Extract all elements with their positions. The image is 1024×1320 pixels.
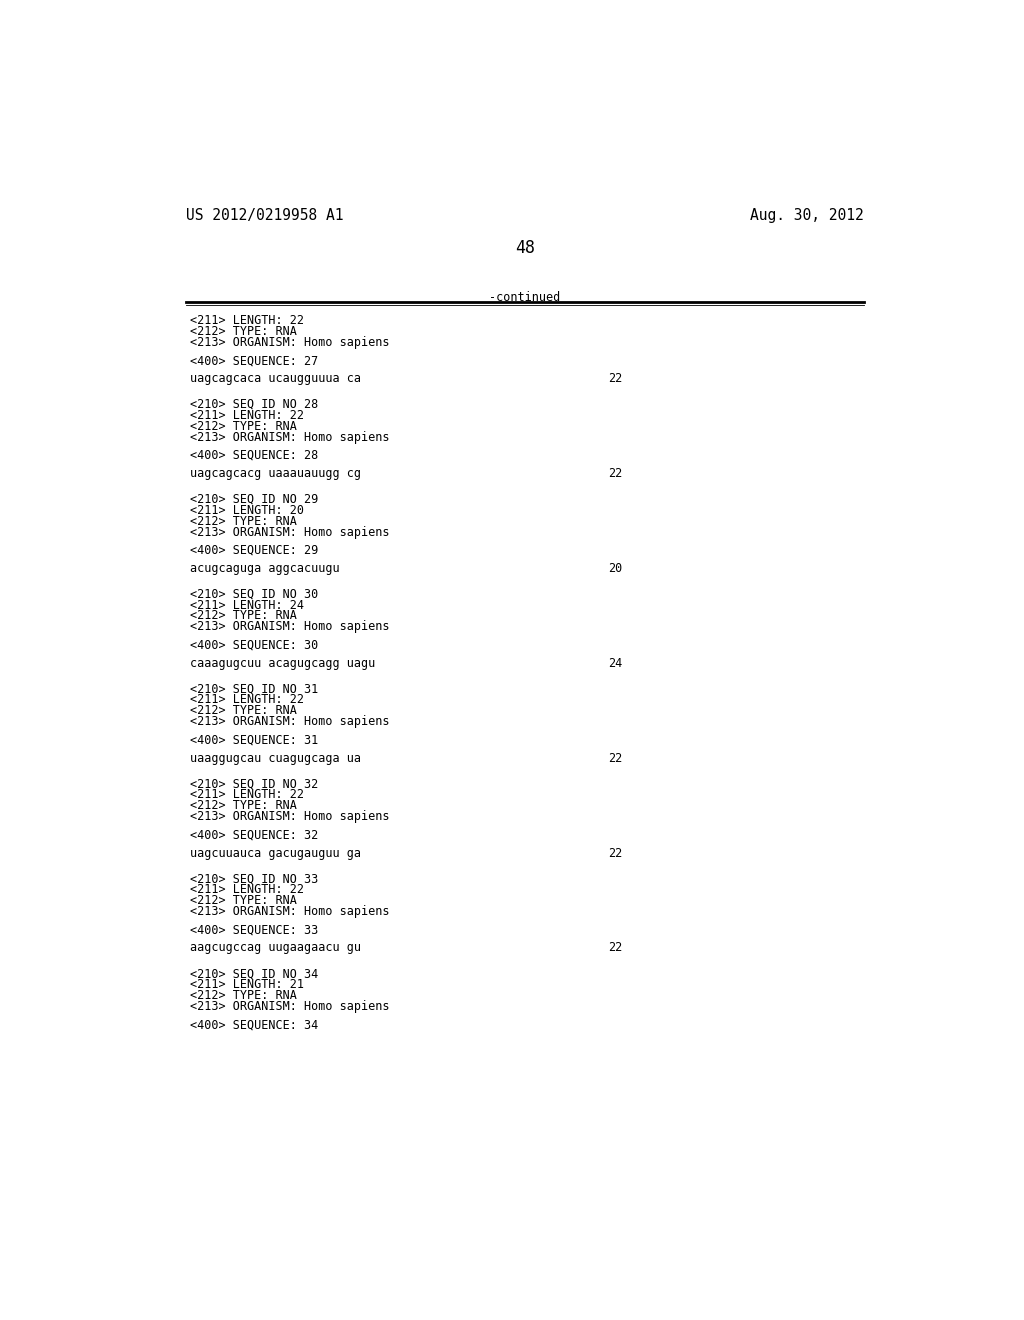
Text: <210> SEQ ID NO 33: <210> SEQ ID NO 33 bbox=[190, 873, 318, 886]
Text: <400> SEQUENCE: 30: <400> SEQUENCE: 30 bbox=[190, 639, 318, 652]
Text: <212> TYPE: RNA: <212> TYPE: RNA bbox=[190, 515, 297, 528]
Text: Aug. 30, 2012: Aug. 30, 2012 bbox=[751, 209, 864, 223]
Text: <400> SEQUENCE: 33: <400> SEQUENCE: 33 bbox=[190, 923, 318, 936]
Text: <211> LENGTH: 20: <211> LENGTH: 20 bbox=[190, 504, 304, 516]
Text: 22: 22 bbox=[608, 941, 623, 954]
Text: 48: 48 bbox=[515, 239, 535, 257]
Text: <211> LENGTH: 22: <211> LENGTH: 22 bbox=[190, 314, 304, 327]
Text: <210> SEQ ID NO 34: <210> SEQ ID NO 34 bbox=[190, 968, 318, 979]
Text: <213> ORGANISM: Homo sapiens: <213> ORGANISM: Homo sapiens bbox=[190, 430, 389, 444]
Text: <213> ORGANISM: Homo sapiens: <213> ORGANISM: Homo sapiens bbox=[190, 810, 389, 824]
Text: <212> TYPE: RNA: <212> TYPE: RNA bbox=[190, 325, 297, 338]
Text: uagcuuauca gacugauguu ga: uagcuuauca gacugauguu ga bbox=[190, 846, 361, 859]
Text: 22: 22 bbox=[608, 752, 623, 764]
Text: caaagugcuu acagugcagg uagu: caaagugcuu acagugcagg uagu bbox=[190, 657, 375, 669]
Text: <212> TYPE: RNA: <212> TYPE: RNA bbox=[190, 610, 297, 623]
Text: <400> SEQUENCE: 29: <400> SEQUENCE: 29 bbox=[190, 544, 318, 557]
Text: <212> TYPE: RNA: <212> TYPE: RNA bbox=[190, 420, 297, 433]
Text: uagcagcacg uaaauauugg cg: uagcagcacg uaaauauugg cg bbox=[190, 467, 361, 480]
Text: <211> LENGTH: 22: <211> LENGTH: 22 bbox=[190, 409, 304, 422]
Text: <210> SEQ ID NO 30: <210> SEQ ID NO 30 bbox=[190, 587, 318, 601]
Text: 22: 22 bbox=[608, 846, 623, 859]
Text: <212> TYPE: RNA: <212> TYPE: RNA bbox=[190, 989, 297, 1002]
Text: <210> SEQ ID NO 32: <210> SEQ ID NO 32 bbox=[190, 777, 318, 791]
Text: <213> ORGANISM: Homo sapiens: <213> ORGANISM: Homo sapiens bbox=[190, 999, 389, 1012]
Text: <400> SEQUENCE: 32: <400> SEQUENCE: 32 bbox=[190, 829, 318, 841]
Text: <210> SEQ ID NO 31: <210> SEQ ID NO 31 bbox=[190, 682, 318, 696]
Text: acugcaguga aggcacuugu: acugcaguga aggcacuugu bbox=[190, 562, 340, 576]
Text: 22: 22 bbox=[608, 372, 623, 385]
Text: uagcagcaca ucaugguuua ca: uagcagcaca ucaugguuua ca bbox=[190, 372, 361, 385]
Text: <213> ORGANISM: Homo sapiens: <213> ORGANISM: Homo sapiens bbox=[190, 906, 389, 917]
Text: <211> LENGTH: 21: <211> LENGTH: 21 bbox=[190, 978, 304, 991]
Text: <212> TYPE: RNA: <212> TYPE: RNA bbox=[190, 705, 297, 717]
Text: 20: 20 bbox=[608, 562, 623, 576]
Text: <211> LENGTH: 22: <211> LENGTH: 22 bbox=[190, 883, 304, 896]
Text: 22: 22 bbox=[608, 467, 623, 480]
Text: <211> LENGTH: 24: <211> LENGTH: 24 bbox=[190, 598, 304, 611]
Text: <210> SEQ ID NO 29: <210> SEQ ID NO 29 bbox=[190, 492, 318, 506]
Text: <211> LENGTH: 22: <211> LENGTH: 22 bbox=[190, 693, 304, 706]
Text: <213> ORGANISM: Homo sapiens: <213> ORGANISM: Homo sapiens bbox=[190, 525, 389, 539]
Text: <400> SEQUENCE: 27: <400> SEQUENCE: 27 bbox=[190, 354, 318, 367]
Text: 24: 24 bbox=[608, 657, 623, 669]
Text: <210> SEQ ID NO 28: <210> SEQ ID NO 28 bbox=[190, 397, 318, 411]
Text: aagcugccag uugaagaacu gu: aagcugccag uugaagaacu gu bbox=[190, 941, 361, 954]
Text: <211> LENGTH: 22: <211> LENGTH: 22 bbox=[190, 788, 304, 801]
Text: <212> TYPE: RNA: <212> TYPE: RNA bbox=[190, 894, 297, 907]
Text: <400> SEQUENCE: 34: <400> SEQUENCE: 34 bbox=[190, 1018, 318, 1031]
Text: US 2012/0219958 A1: US 2012/0219958 A1 bbox=[186, 209, 344, 223]
Text: uaaggugcau cuagugcaga ua: uaaggugcau cuagugcaga ua bbox=[190, 752, 361, 764]
Text: <213> ORGANISM: Homo sapiens: <213> ORGANISM: Homo sapiens bbox=[190, 620, 389, 634]
Text: <212> TYPE: RNA: <212> TYPE: RNA bbox=[190, 799, 297, 812]
Text: <400> SEQUENCE: 31: <400> SEQUENCE: 31 bbox=[190, 734, 318, 747]
Text: <400> SEQUENCE: 28: <400> SEQUENCE: 28 bbox=[190, 449, 318, 462]
Text: <213> ORGANISM: Homo sapiens: <213> ORGANISM: Homo sapiens bbox=[190, 715, 389, 729]
Text: -continued: -continued bbox=[489, 290, 560, 304]
Text: <213> ORGANISM: Homo sapiens: <213> ORGANISM: Homo sapiens bbox=[190, 335, 389, 348]
